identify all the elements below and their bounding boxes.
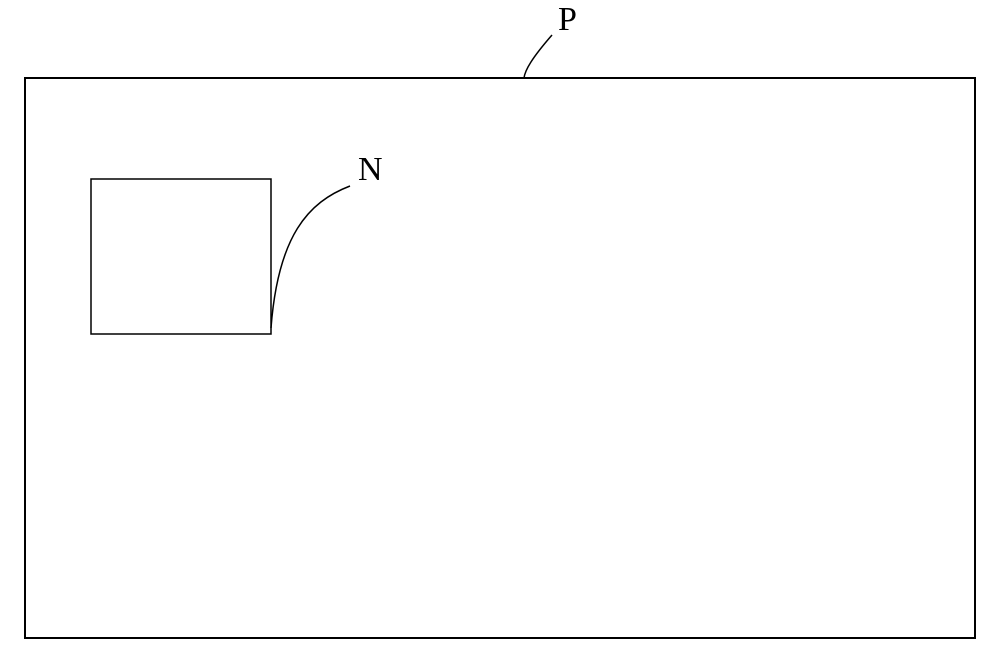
leader-p [524, 35, 552, 78]
leader-n [271, 186, 350, 328]
label-n: N [358, 151, 383, 188]
inner-panel [91, 179, 271, 334]
label-p: P [558, 1, 577, 38]
outer-panel [25, 78, 975, 638]
